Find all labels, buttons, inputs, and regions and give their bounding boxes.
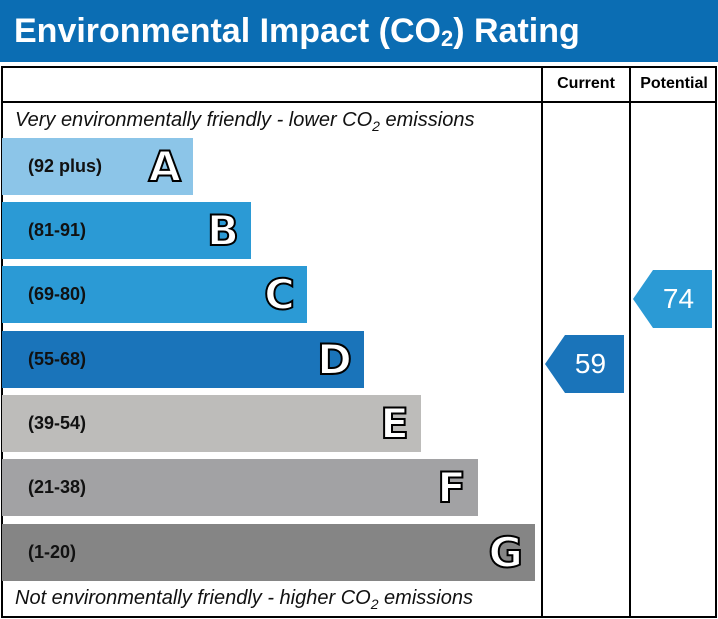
band-f: (21-38) F: [2, 459, 478, 516]
band-letter: B: [206, 205, 240, 256]
band-letter: G: [488, 527, 525, 578]
band-range: (21-38): [28, 477, 87, 497]
band-letter: F: [436, 462, 467, 513]
top-caption: Very environmentally friendly - lower CO…: [15, 109, 475, 134]
divider: [541, 66, 543, 618]
band-range: (55-68): [28, 349, 87, 369]
band-d: (55-68) D: [2, 331, 364, 388]
band-range: (39-54): [28, 413, 87, 433]
bottom-caption: Not environmentally friendly - higher CO…: [15, 587, 473, 612]
potential-rating-arrow: 74: [633, 270, 712, 328]
band-letter: C: [263, 269, 296, 320]
band-range: (81-91): [28, 220, 87, 240]
chart-title: Environmental Impact (CO2) Rating: [0, 0, 718, 62]
current-column-header: Current: [557, 75, 615, 92]
band-a: (92 plus) A: [2, 138, 193, 195]
band-b: (81-91) B: [2, 202, 251, 259]
band-e: (39-54) E: [2, 395, 421, 452]
divider: [1, 101, 717, 103]
band-letter: E: [379, 398, 410, 449]
band-range: (69-80): [28, 284, 87, 304]
band-g: (1-20) G: [2, 524, 535, 581]
potential-column-header: Potential: [640, 75, 708, 92]
band-range: (1-20): [28, 542, 77, 562]
band-letter: A: [147, 141, 181, 192]
band-letter: D: [316, 334, 353, 385]
divider: [629, 66, 631, 618]
band-c: (69-80) C: [2, 266, 307, 323]
band-range: (92 plus): [28, 156, 103, 176]
